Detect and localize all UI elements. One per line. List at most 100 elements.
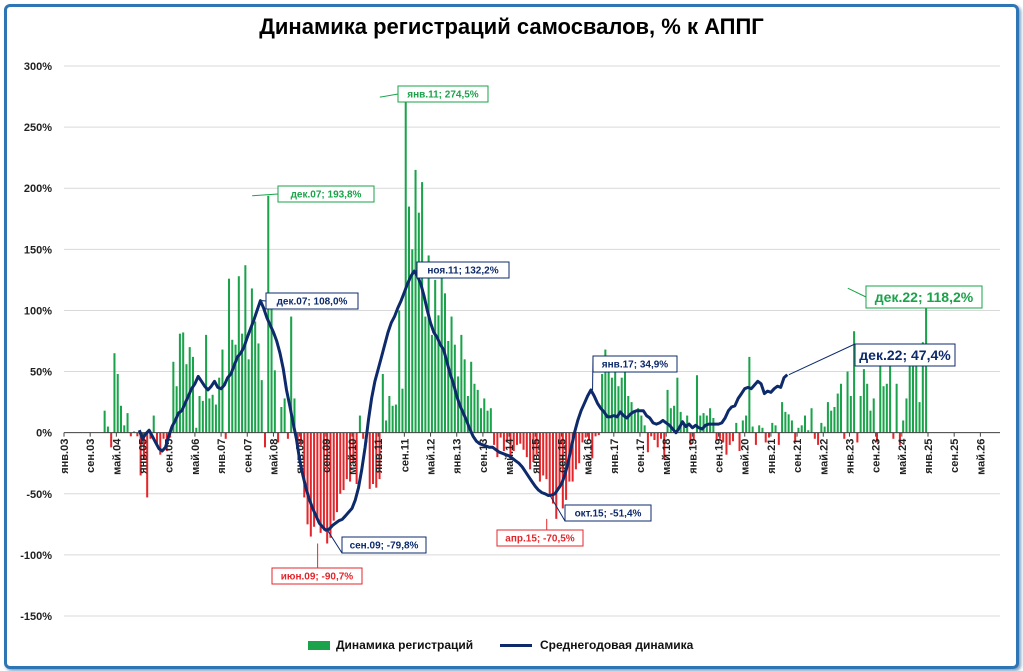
- bar: [443, 293, 447, 433]
- legend: Динамика регистраций Среднегодовая динам…: [300, 637, 800, 657]
- bar: [882, 386, 885, 433]
- bar: [254, 321, 257, 433]
- bar: [303, 432, 306, 498]
- bar: [781, 402, 784, 433]
- bar: [352, 432, 355, 464]
- bar: [558, 432, 561, 488]
- bar: [218, 377, 221, 433]
- bar: [764, 432, 767, 443]
- bar: [895, 383, 898, 433]
- annotation-leader: [327, 529, 343, 554]
- legend-line-label: Среднегодовая динамика: [540, 638, 694, 652]
- bar: [342, 432, 345, 491]
- bar: [401, 388, 404, 433]
- bar: [506, 432, 509, 443]
- x-tick-label: сен.25: [949, 439, 961, 473]
- annotation-box: [271, 567, 363, 585]
- y-tick-label: 100%: [24, 305, 52, 317]
- x-tick-label: май.26: [975, 439, 987, 475]
- bar: [545, 432, 548, 480]
- bar: [561, 432, 564, 509]
- annotation-box: [564, 504, 652, 522]
- bar: [460, 334, 463, 433]
- legend-bar-swatch: [308, 641, 330, 650]
- x-tick-label: сен.21: [792, 439, 804, 473]
- bar: [479, 408, 483, 433]
- annotation-leader: [847, 287, 867, 298]
- bar: [509, 432, 512, 460]
- annotation-label: дек.07; 193,8%: [291, 190, 362, 201]
- bar: [607, 360, 610, 433]
- bar: [309, 432, 312, 537]
- x-tick-label: май.12: [426, 439, 438, 475]
- bar: [898, 432, 901, 445]
- bar: [381, 374, 384, 433]
- y-tick-label: 200%: [24, 183, 52, 195]
- bar: [434, 279, 437, 433]
- bar: [902, 420, 905, 433]
- bar: [597, 432, 600, 436]
- bar: [777, 432, 780, 445]
- bar: [375, 432, 378, 488]
- bar: [214, 404, 217, 433]
- bar: [473, 383, 476, 433]
- x-tick-label: янв.05: [138, 439, 150, 474]
- bar: [709, 408, 712, 433]
- bar: [830, 410, 833, 433]
- x-tick-label: янв.11: [373, 439, 385, 474]
- bar: [512, 432, 515, 451]
- bar: [414, 169, 417, 433]
- x-tick-label: сен.19: [714, 439, 726, 473]
- x-tick-label: май.08: [268, 439, 280, 475]
- bar: [106, 426, 109, 433]
- bar: [637, 408, 640, 433]
- x-tick-label: янв.19: [687, 439, 699, 474]
- y-axis-ticks: 300% 250% 200% 150% 100% 50% 0% -50% -100% -150%: [20, 61, 52, 623]
- bar: [905, 398, 908, 433]
- annotation-box: [265, 292, 359, 310]
- bar: [581, 432, 584, 443]
- bar: [797, 427, 800, 433]
- bar: [388, 396, 391, 433]
- bar: [911, 359, 915, 433]
- bar: [519, 432, 522, 444]
- bar: [702, 413, 705, 433]
- bar: [653, 432, 656, 440]
- bar: [378, 432, 381, 480]
- bar: [853, 331, 856, 433]
- bar: [859, 396, 862, 433]
- bar: [404, 97, 407, 433]
- bar: [682, 424, 685, 433]
- chart-title: Динамика регистраций самосвалов, % к АПП…: [259, 14, 764, 39]
- bar: [273, 370, 276, 433]
- bar: [522, 432, 525, 450]
- annotation-box: [397, 85, 489, 103]
- bar: [813, 432, 816, 439]
- annotation-label: янв.17; 34,9%: [602, 360, 668, 371]
- legend-line-swatch: [500, 644, 532, 647]
- x-axis-ticks: янв.03 сен.03 май.04 янв.05 сен.05 май.06 янв.…: [59, 432, 987, 475]
- bar: [725, 432, 728, 455]
- bar: [322, 432, 325, 531]
- bar: [263, 432, 267, 448]
- bar: [826, 402, 829, 433]
- bar: [604, 349, 607, 433]
- bar: [715, 432, 718, 440]
- bar: [424, 316, 427, 433]
- annotation-leader: [379, 93, 399, 98]
- bar: [771, 422, 774, 433]
- bar: [745, 415, 748, 433]
- bar: [695, 375, 699, 433]
- bar: [332, 432, 335, 521]
- bar: [666, 389, 669, 433]
- bar: [394, 404, 397, 433]
- bar: [136, 432, 139, 437]
- bar: [447, 341, 450, 433]
- bar: [326, 432, 329, 544]
- bar: [430, 334, 433, 433]
- x-tick-label: сен.09: [321, 439, 333, 473]
- bar: [362, 432, 365, 439]
- bar: [879, 359, 882, 433]
- bar: [767, 432, 771, 438]
